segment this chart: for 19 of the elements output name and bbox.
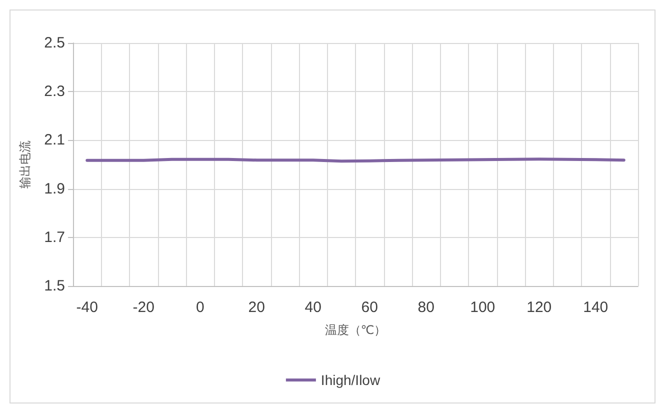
x-axis-title: 温度（℃） (324, 323, 386, 337)
x-tick-label: 80 (418, 299, 434, 316)
x-tick-label: 60 (361, 299, 378, 316)
x-tick-label: 120 (526, 299, 552, 316)
y-tick-label: 1.5 (44, 278, 65, 294)
x-tick-label: -20 (132, 299, 154, 316)
y-tick-label: 2.3 (44, 83, 65, 100)
y-tick-label: 2.1 (44, 132, 65, 149)
y-tick-label: 2.5 (44, 34, 65, 52)
y-tick-label: 1.7 (44, 228, 65, 246)
x-tick-label: 40 (304, 299, 322, 316)
y-tick-label: 1.9 (44, 180, 65, 198)
x-tick-label: 0 (196, 299, 204, 316)
x-tick-label: 140 (583, 299, 608, 316)
x-tick-label: 100 (470, 299, 496, 316)
x-tick-label: 20 (248, 299, 265, 316)
x-tick-label: -40 (76, 299, 98, 316)
legend-label: Ihigh/Ilow (320, 372, 381, 388)
y-axis-title: 输出电流 (18, 140, 32, 188)
